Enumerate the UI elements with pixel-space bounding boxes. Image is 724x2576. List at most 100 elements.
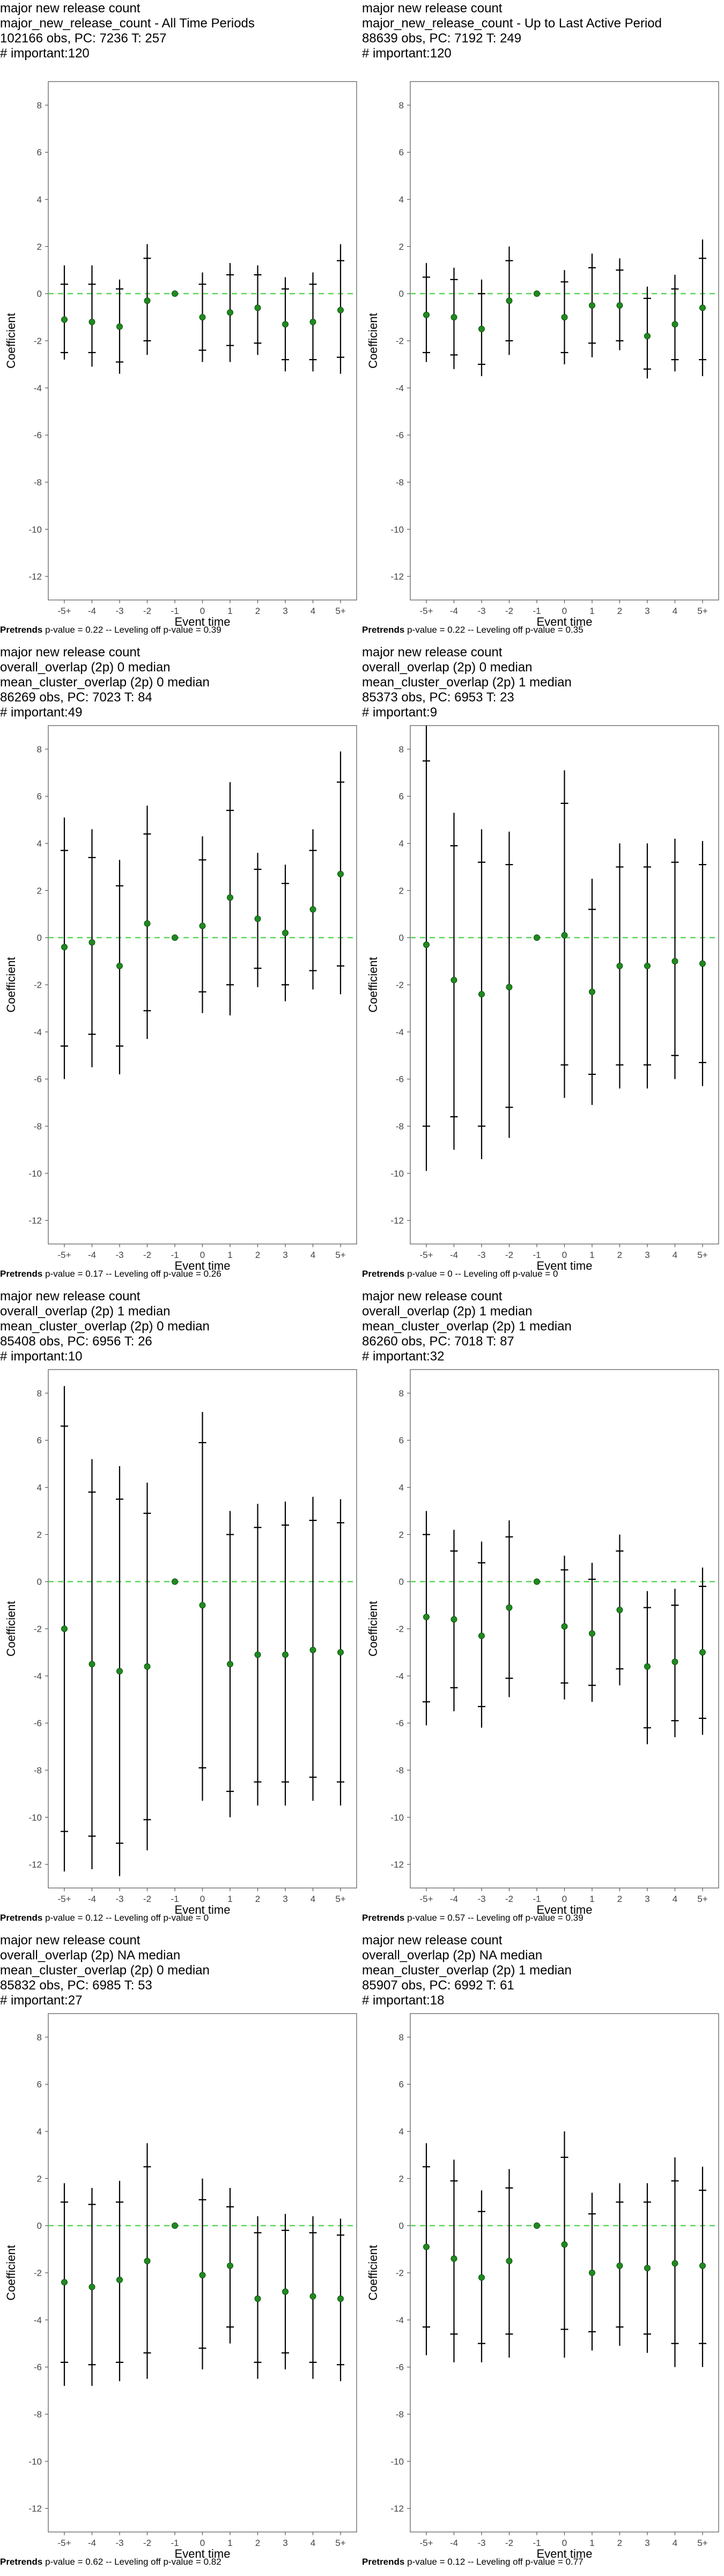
coefficient-point bbox=[61, 316, 68, 323]
coefficient-point bbox=[616, 302, 623, 309]
coefficient-point bbox=[172, 290, 178, 297]
x-tick-label: -4 bbox=[450, 1250, 458, 1260]
x-axis-label: Event time bbox=[537, 2547, 593, 2560]
y-tick-label: 6 bbox=[399, 792, 404, 802]
x-tick-label: 3 bbox=[645, 1250, 649, 1260]
x-axis-label: Event time bbox=[537, 1903, 593, 1916]
coefficient-point bbox=[506, 2258, 513, 2265]
chart-title-line: # important:27 bbox=[0, 1993, 83, 2008]
x-tick-label: -4 bbox=[450, 2538, 458, 2548]
coefficient-point bbox=[227, 2262, 233, 2269]
x-tick-label: -2 bbox=[505, 606, 513, 616]
y-axis-label: Coefficient bbox=[366, 957, 380, 1013]
x-tick-label: 0 bbox=[562, 606, 567, 616]
y-tick-label: 0 bbox=[37, 2221, 42, 2231]
coefficient-point bbox=[589, 2270, 595, 2276]
chart-title-line: mean_cluster_overlap (2p) 0 median bbox=[0, 1963, 210, 1978]
coefficient-point bbox=[423, 2243, 430, 2250]
y-tick-label: 4 bbox=[37, 2127, 42, 2137]
x-tick-label: -4 bbox=[88, 1250, 96, 1260]
x-tick-label: 0 bbox=[200, 2538, 205, 2548]
x-tick-label: -1 bbox=[533, 606, 541, 616]
coefficient-point bbox=[88, 318, 95, 325]
y-tick-label: 4 bbox=[399, 2127, 404, 2137]
coefficient-point bbox=[423, 311, 430, 318]
pvalue-caption-text: p-value = 0.12 -- Leveling off p-value =… bbox=[42, 1913, 209, 1923]
pvalue-caption-bold: Pretrends bbox=[362, 2557, 405, 2567]
pvalue-caption-bold: Pretrends bbox=[0, 2557, 43, 2567]
coefficient-point bbox=[506, 984, 513, 991]
coefficient-point bbox=[227, 894, 233, 901]
coefficient-point bbox=[116, 2277, 123, 2284]
y-tick-label: -4 bbox=[34, 1671, 42, 1681]
chart-title-line: # important:120 bbox=[0, 46, 90, 61]
y-tick-label: -4 bbox=[396, 383, 404, 393]
pvalue-caption-text: p-value = 0 -- Leveling off p-value = 0 bbox=[404, 1269, 558, 1279]
coefficient-point bbox=[671, 958, 678, 965]
coefficient-point bbox=[534, 934, 540, 941]
coefficient-point bbox=[699, 960, 706, 967]
y-tick-label: 8 bbox=[399, 1388, 404, 1399]
x-tick-label: -1 bbox=[171, 606, 179, 616]
x-tick-label: 1 bbox=[589, 1250, 594, 1260]
y-tick-label: 6 bbox=[37, 2080, 42, 2090]
y-tick-label: -10 bbox=[390, 1168, 404, 1179]
x-tick-label: 5+ bbox=[697, 606, 707, 616]
coefficient-point bbox=[561, 932, 568, 939]
chart-panel: major new release count overall_overlap (… bbox=[0, 644, 362, 1288]
pvalue-caption-text: p-value = 0.62 -- Leveling off p-value =… bbox=[42, 2557, 221, 2567]
y-tick-label: 2 bbox=[399, 885, 404, 896]
y-tick-label: -12 bbox=[28, 572, 42, 582]
coefficient-point bbox=[671, 2260, 678, 2267]
coefficient-point bbox=[199, 1602, 206, 1609]
chart-title: major new release count overall_overlap (… bbox=[362, 645, 572, 720]
pvalue-caption: Pretrends p-value = 0.22 -- Leveling off… bbox=[0, 625, 221, 635]
pvalue-caption: Pretrends p-value = 0.62 -- Leveling off… bbox=[0, 2557, 221, 2567]
x-tick-label: -3 bbox=[477, 1894, 485, 1904]
coefficient-point bbox=[88, 939, 95, 946]
x-tick-label: 3 bbox=[283, 1250, 287, 1260]
chart-title-line: # important:49 bbox=[0, 705, 83, 720]
pvalue-caption: Pretrends p-value = 0.57 -- Leveling off… bbox=[362, 1913, 583, 1923]
y-tick-label: -10 bbox=[390, 1812, 404, 1823]
coefficient-point bbox=[282, 321, 289, 328]
coefficient-point bbox=[699, 304, 706, 311]
y-tick-label: -10 bbox=[390, 2456, 404, 2467]
coefficient-point bbox=[616, 962, 623, 969]
y-tick-label: -4 bbox=[34, 1027, 42, 1037]
coefficient-point bbox=[561, 314, 568, 321]
x-tick-label: 4 bbox=[311, 2538, 315, 2548]
chart-title-line: overall_overlap (2p) 0 median bbox=[362, 660, 533, 675]
y-tick-label: -4 bbox=[34, 383, 42, 393]
coefficient-point bbox=[282, 1651, 289, 1658]
x-tick-label: -3 bbox=[477, 1250, 485, 1260]
pvalue-caption: Pretrends p-value = 0.22 -- Leveling off… bbox=[362, 625, 583, 635]
chart-title-line: 86269 obs, PC: 7023 T: 84 bbox=[0, 690, 152, 705]
x-tick-label: -1 bbox=[171, 1894, 179, 1904]
chart-title-line: # important:120 bbox=[362, 46, 452, 61]
y-tick-label: -10 bbox=[28, 524, 42, 535]
chart-title-line: major_new_release_count - All Time Perio… bbox=[0, 16, 255, 31]
y-tick-label: -12 bbox=[28, 1216, 42, 1226]
coefficient-point bbox=[589, 989, 595, 996]
coefficient-point bbox=[644, 333, 651, 340]
coefficient-point bbox=[506, 297, 513, 304]
chart-title-line: overall_overlap (2p) 1 median bbox=[0, 1304, 171, 1319]
coefficient-point bbox=[227, 1660, 233, 1667]
chart-panel: major new release count overall_overlap (… bbox=[0, 1288, 362, 1932]
coefficient-point bbox=[254, 2295, 261, 2302]
chart-title: major new release count overall_overlap (… bbox=[362, 1289, 572, 1364]
coefficient-point bbox=[309, 2293, 316, 2300]
x-tick-label: -3 bbox=[115, 1894, 123, 1904]
coefficient-point bbox=[478, 1633, 485, 1640]
pvalue-caption: Pretrends p-value = 0 -- Leveling off p-… bbox=[362, 1269, 558, 1279]
chart-title-line: overall_overlap (2p) 0 median bbox=[0, 660, 171, 675]
x-tick-label: 5+ bbox=[335, 2538, 345, 2548]
y-tick-label: 4 bbox=[37, 195, 42, 205]
coefficient-point bbox=[644, 2265, 651, 2272]
x-tick-label: -5+ bbox=[57, 1250, 71, 1260]
x-tick-label: 0 bbox=[200, 1894, 205, 1904]
chart-title-line: major new release count bbox=[362, 1, 503, 16]
